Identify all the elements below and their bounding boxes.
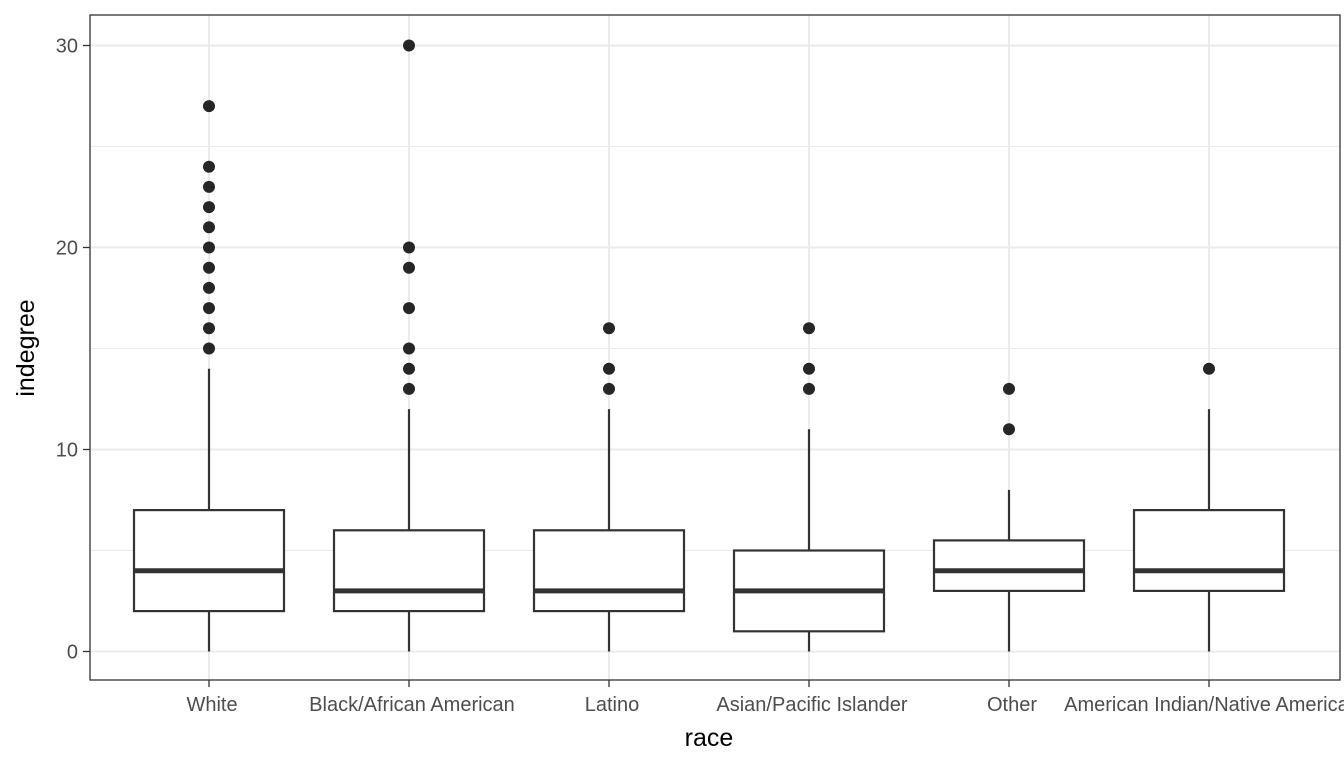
outlier-point [203,281,215,294]
plot-panel-border [89,14,1341,681]
box-group [1132,362,1286,652]
plot-panel-background [90,15,1340,680]
outlier-point [203,100,215,113]
box [132,509,286,613]
outlier-point [403,241,415,254]
box-group [732,322,886,652]
outlier-point [203,201,215,214]
outlier-point [403,302,415,315]
x-tick-label: Asian/Pacific Islander [716,694,908,716]
x-axis-title: race [685,724,734,752]
outlier-point [603,382,615,395]
outlier-point [1203,362,1215,375]
box [532,529,686,613]
x-tick-label: American Indian/Native American [1064,694,1344,716]
outlier-point [403,362,415,375]
box-group [132,100,286,652]
y-tick-label: 30 [56,36,78,58]
x-tick-label: Black/African American [309,694,515,716]
outlier-point [403,261,415,274]
outlier-point [403,382,415,395]
outlier-point [203,241,215,254]
outlier-point [803,322,815,335]
outlier-point [403,342,415,355]
outlier-point [203,322,215,335]
outlier-point [203,302,215,315]
x-tick-label: Latino [585,694,640,716]
y-axis-title: indegree [12,299,40,396]
x-tick-label: White [186,694,237,716]
x-tick-label: Other [987,694,1037,716]
y-tick-label: 10 [56,440,78,462]
axis-layer: 0 10 20 30 White Black/African American Latino… [56,36,1344,717]
y-tick-label: 20 [56,238,78,260]
box-group [332,39,486,652]
outlier-point [203,221,215,234]
y-tick-label: 0 [67,642,78,664]
box [332,529,486,613]
outlier-point [803,382,815,395]
box-group [532,322,686,652]
outlier-point [1003,423,1015,436]
outlier-point [403,39,415,52]
outlier-point [203,180,215,193]
outlier-point [203,160,215,173]
box-group [932,382,1086,652]
outlier-point [203,261,215,274]
outlier-point [603,362,615,375]
marks-layer [132,39,1286,652]
outlier-point [803,362,815,375]
outlier-point [203,342,215,355]
box [1132,509,1286,593]
outlier-point [603,322,615,335]
outlier-point [1003,382,1015,395]
box [932,539,1086,593]
